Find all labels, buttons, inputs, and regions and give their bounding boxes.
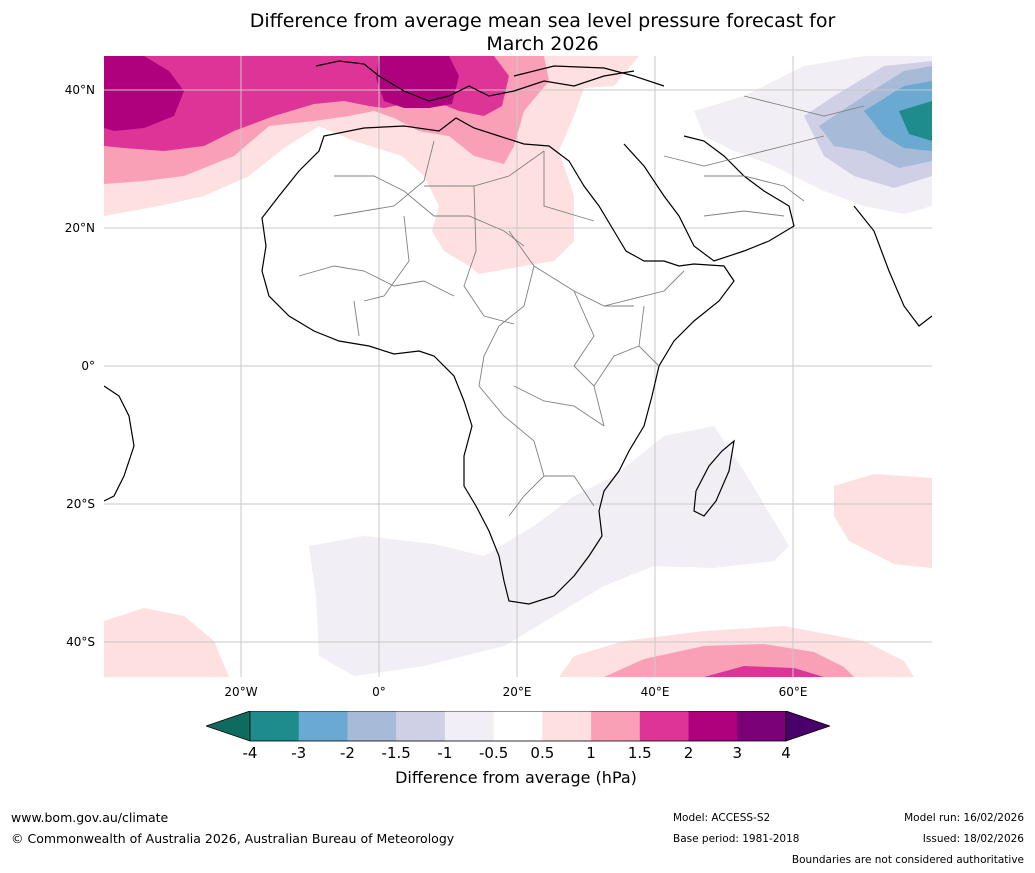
footer-issued: Issued: 18/02/2026 xyxy=(922,833,1024,845)
colorbar-bin-0 xyxy=(250,711,300,741)
lon-label-60e: 60°E xyxy=(778,685,808,699)
colorbar-tick-4: -1 xyxy=(437,744,453,762)
turkey-coastline xyxy=(513,65,665,87)
footer-base-period: Base period: 1981-2018 xyxy=(673,833,800,845)
chart-title: Difference from average mean sea level p… xyxy=(0,10,1035,56)
lat-label-40s: 40°S xyxy=(66,635,95,649)
colorbar-tick-2: -2 xyxy=(339,744,355,762)
colorbar-tick-11: 4 xyxy=(781,744,791,762)
colorbar-tick-9: 2 xyxy=(683,744,694,762)
lon-label-20w: 20°W xyxy=(224,685,258,699)
africa-coastline xyxy=(261,117,735,605)
colorbar-tick-8: 1.5 xyxy=(627,744,652,762)
colorbar-bin-9 xyxy=(688,711,738,741)
colorbar-under-arrow xyxy=(206,711,251,742)
colorbar-bin-8 xyxy=(639,711,690,741)
colorbar-tick-1: -3 xyxy=(291,744,307,762)
colorbar-bin-1 xyxy=(298,711,348,741)
colorbar-bin-5 xyxy=(493,711,543,741)
positive-anomaly-peak-west xyxy=(104,56,184,131)
lat-label-20s: 20°S xyxy=(66,497,95,511)
map-svg xyxy=(104,56,932,677)
colorbar-bin-4 xyxy=(444,711,495,741)
colorbar-label: Difference from average (hPa) xyxy=(395,768,637,787)
footer-website[interactable]: www.bom.gov.au/climate xyxy=(11,810,169,825)
map-panel xyxy=(104,56,932,677)
colorbar xyxy=(206,711,830,742)
negative-anomaly-peak-east xyxy=(899,101,932,141)
colorbar-bin-2 xyxy=(347,711,397,741)
colorbar-frame xyxy=(249,711,787,742)
colorbar-tick-3: -1.5 xyxy=(381,744,411,762)
colorbar-tick-10: 3 xyxy=(732,744,743,762)
title-line-2: March 2026 xyxy=(486,33,599,55)
colorbar-tick-5: -0.5 xyxy=(478,744,509,762)
colorbar-bin-10 xyxy=(737,711,787,741)
lon-label-40e: 40°E xyxy=(640,685,670,699)
colorbar-tick-0: -4 xyxy=(242,744,258,762)
positive-anomaly-se-strong xyxy=(704,666,824,677)
colorbar-bin-6 xyxy=(542,711,592,741)
positive-anomaly-east-ocean xyxy=(834,474,932,568)
footer-model-run: Model run: 16/02/2026 xyxy=(904,812,1024,824)
madagascar-coastline xyxy=(693,439,735,517)
footer-disclaimer: Boundaries are not considered authoritat… xyxy=(791,854,1024,866)
footer-copyright: © Commonwealth of Australia 2026, Austra… xyxy=(11,831,455,846)
colorbar-tick-7: 1 xyxy=(586,744,596,762)
country-borders xyxy=(298,95,865,517)
lat-label-0: 0° xyxy=(81,359,95,373)
negative-anomaly-south-band xyxy=(309,426,789,676)
lat-label-40n: 40°N xyxy=(64,83,95,97)
arabia-coastline xyxy=(623,135,795,262)
footer-model: Model: ACCESS-S2 xyxy=(673,812,771,824)
lon-label-0: 0° xyxy=(372,685,386,699)
colorbar-bin-3 xyxy=(396,711,446,741)
colorbar-tick-6: 0.5 xyxy=(530,744,555,762)
coastlines xyxy=(104,60,932,605)
title-line-1: Difference from average mean sea level p… xyxy=(249,10,836,32)
lon-label-20e: 20°E xyxy=(502,685,532,699)
lat-label-20n: 20°N xyxy=(64,221,95,235)
europe-coastline xyxy=(315,60,635,102)
south-america-coastline xyxy=(104,385,135,502)
colorbar-over-arrow xyxy=(785,711,830,742)
positive-anomaly-peak-med xyxy=(376,56,459,108)
india-coastline xyxy=(853,205,932,327)
colorbar-bin-7 xyxy=(591,711,641,741)
anomaly-fields xyxy=(104,56,932,677)
